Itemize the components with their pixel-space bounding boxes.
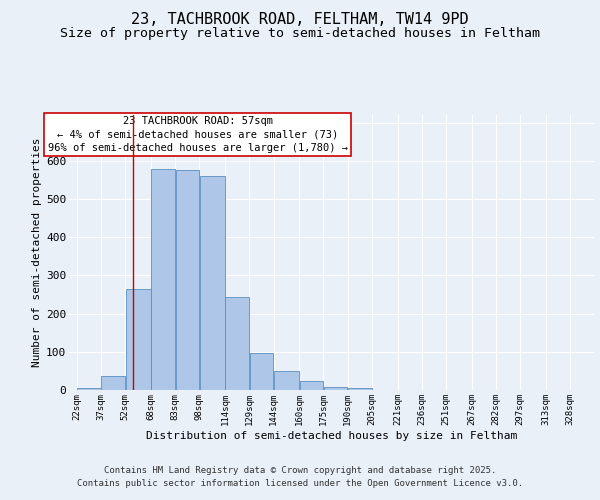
Text: 23 TACHBROOK ROAD: 57sqm
← 4% of semi-detached houses are smaller (73)
96% of se: 23 TACHBROOK ROAD: 57sqm ← 4% of semi-de… bbox=[47, 116, 347, 153]
Bar bbox=[226, 297, 249, 390]
Y-axis label: Number of semi-detached properties: Number of semi-detached properties bbox=[32, 138, 42, 367]
Bar bbox=[323, 388, 347, 390]
Bar bbox=[77, 388, 101, 390]
Bar bbox=[348, 388, 371, 390]
Bar bbox=[250, 354, 273, 390]
Bar bbox=[299, 381, 323, 390]
Text: Contains HM Land Registry data © Crown copyright and database right 2025.
Contai: Contains HM Land Registry data © Crown c… bbox=[77, 466, 523, 487]
Bar bbox=[274, 372, 299, 390]
X-axis label: Distribution of semi-detached houses by size in Feltham: Distribution of semi-detached houses by … bbox=[146, 430, 517, 440]
Bar bbox=[151, 169, 175, 390]
Bar bbox=[125, 289, 151, 390]
Text: 23, TACHBROOK ROAD, FELTHAM, TW14 9PD: 23, TACHBROOK ROAD, FELTHAM, TW14 9PD bbox=[131, 12, 469, 28]
Bar bbox=[200, 176, 225, 390]
Text: Size of property relative to semi-detached houses in Feltham: Size of property relative to semi-detach… bbox=[60, 28, 540, 40]
Bar bbox=[176, 170, 199, 390]
Bar bbox=[101, 376, 125, 390]
